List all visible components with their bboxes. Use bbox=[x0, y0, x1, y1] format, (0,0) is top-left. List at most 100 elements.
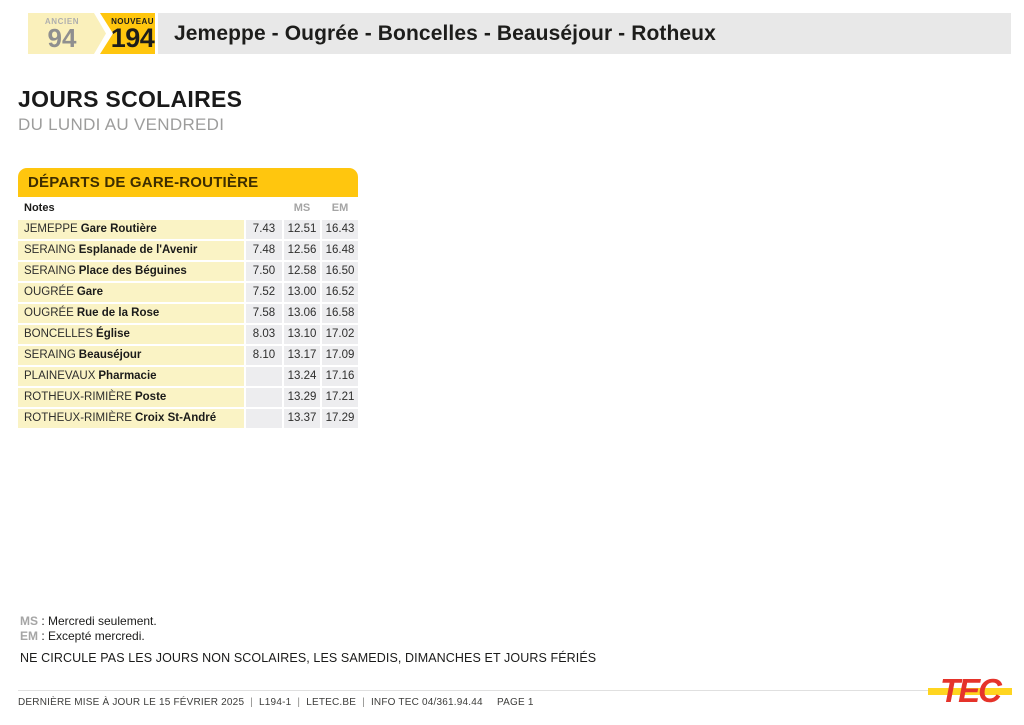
table-row: SERAING Esplanade de l'Avenir 7.48 12.56 … bbox=[18, 241, 358, 260]
footer-updated: DERNIÈRE MISE À JOUR LE 15 FÉVRIER 2025 bbox=[18, 697, 245, 708]
footer-separator: | bbox=[297, 697, 301, 708]
new-line-label: NOUVEAU bbox=[111, 17, 154, 26]
column-header-ms: MS bbox=[293, 202, 311, 214]
time-cell: 13.29 bbox=[284, 388, 320, 407]
time-cell: 7.58 bbox=[246, 304, 282, 323]
service-notice: NE CIRCULE PAS LES JOURS NON SCOLAIRES, … bbox=[20, 651, 597, 665]
time-cell: 13.10 bbox=[284, 325, 320, 344]
stop-cell: PLAINEVAUX Pharmacie bbox=[18, 367, 244, 386]
new-line-badge: NOUVEAU 194 bbox=[100, 13, 155, 54]
legend: MS : Mercredi seulement. EM : Excepté me… bbox=[20, 614, 157, 644]
footer-website: LETEC.BE bbox=[306, 697, 357, 708]
old-line-label: ANCIEN bbox=[44, 17, 80, 26]
legend-text-ms: : Mercredi seulement. bbox=[38, 614, 157, 628]
legend-code-em: EM bbox=[20, 629, 38, 643]
time-cell: 16.50 bbox=[322, 262, 358, 281]
stop-name: Rue de la Rose bbox=[76, 307, 160, 319]
time-cell: 13.24 bbox=[284, 367, 320, 386]
stop-cell: SERAING Place des Béguines bbox=[18, 262, 244, 281]
stop-name: Croix St-André bbox=[134, 412, 217, 424]
stop-name: Beauséjour bbox=[78, 349, 142, 361]
stop-name: Pharmacie bbox=[98, 370, 157, 382]
stop-city: OUGRÉE bbox=[24, 286, 74, 298]
stop-name: Poste bbox=[134, 391, 167, 403]
stop-cell: OUGRÉE Gare bbox=[18, 283, 244, 302]
time-cell: 17.16 bbox=[322, 367, 358, 386]
stop-cell: JEMEPPE Gare Routière bbox=[18, 220, 244, 239]
time-cell: 13.00 bbox=[284, 283, 320, 302]
legend-item-ms: MS : Mercredi seulement. bbox=[20, 614, 157, 629]
stop-name: Gare Routière bbox=[80, 223, 157, 235]
time-cell: 17.29 bbox=[322, 409, 358, 428]
stop-city: BONCELLES bbox=[24, 328, 94, 340]
table-title: DÉPARTS DE GARE-ROUTIÈRE bbox=[18, 168, 358, 197]
time-cell bbox=[246, 388, 282, 407]
tec-logo-text: TEC bbox=[940, 672, 1002, 709]
legend-text-em: : Excepté mercredi. bbox=[38, 629, 145, 643]
time-cell: 7.52 bbox=[246, 283, 282, 302]
table-header-row: Notes MS EM bbox=[18, 198, 358, 218]
section-subtitle: DU LUNDI AU VENDREDI bbox=[18, 115, 225, 134]
time-cell: 7.43 bbox=[246, 220, 282, 239]
footer-separator: | bbox=[362, 697, 365, 708]
time-cell: 12.56 bbox=[284, 241, 320, 260]
departure-table: DÉPARTS DE GARE-ROUTIÈRE Notes MS EM JEM… bbox=[18, 168, 358, 428]
stop-city: SERAING bbox=[24, 349, 76, 361]
stop-name: Place des Béguines bbox=[78, 265, 187, 277]
tec-logo: TEC bbox=[928, 670, 1012, 712]
time-cell: 13.17 bbox=[284, 346, 320, 365]
time-cell: 16.58 bbox=[322, 304, 358, 323]
footer-info: DERNIÈRE MISE À JOUR LE 15 FÉVRIER 2025 |… bbox=[18, 697, 483, 708]
legend-code-ms: MS bbox=[20, 614, 38, 628]
stop-name: Église bbox=[96, 328, 130, 340]
stop-city: PLAINEVAUX bbox=[24, 370, 96, 382]
stop-city: JEMEPPE bbox=[24, 223, 78, 235]
route-title: Jemeppe - Ougrée - Boncelles - Beauséjou… bbox=[174, 21, 716, 45]
table-row: ROTHEUX-RIMIÈRE Croix St-André 13.37 17.2… bbox=[18, 409, 358, 428]
table-row: JEMEPPE Gare Routière 7.43 12.51 16.43 bbox=[18, 220, 358, 239]
time-cell: 17.09 bbox=[322, 346, 358, 365]
stop-cell: SERAING Beauséjour bbox=[18, 346, 244, 365]
stop-cell: ROTHEUX-RIMIÈRE Croix St-André bbox=[18, 409, 244, 428]
time-cell: 7.50 bbox=[246, 262, 282, 281]
stop-cell: BONCELLES Église bbox=[18, 325, 244, 344]
table-row: SERAING Place des Béguines 7.50 12.58 16.… bbox=[18, 262, 358, 281]
time-cell: 12.51 bbox=[284, 220, 320, 239]
stop-name: Gare bbox=[76, 286, 104, 298]
table-row: OUGRÉE Rue de la Rose 7.58 13.06 16.58 bbox=[18, 304, 358, 323]
table-row: PLAINEVAUX Pharmacie 13.24 17.16 bbox=[18, 367, 358, 386]
time-cell: 17.02 bbox=[322, 325, 358, 344]
time-cell bbox=[246, 409, 282, 428]
old-line-badge: ANCIEN 94 bbox=[28, 13, 106, 54]
stop-cell: SERAING Esplanade de l'Avenir bbox=[18, 241, 244, 260]
time-cell bbox=[246, 367, 282, 386]
time-cell: 16.48 bbox=[322, 241, 358, 260]
time-cell: 12.58 bbox=[284, 262, 320, 281]
stop-city: ROTHEUX-RIMIÈRE bbox=[24, 412, 132, 424]
stop-cell: OUGRÉE Rue de la Rose bbox=[18, 304, 244, 323]
table-row: OUGRÉE Gare 7.52 13.00 16.52 bbox=[18, 283, 358, 302]
section-title: JOURS SCOLAIRES bbox=[18, 86, 243, 112]
time-cell: 13.06 bbox=[284, 304, 320, 323]
stop-city: OUGRÉE bbox=[24, 307, 74, 319]
table-row: SERAING Beauséjour 8.10 13.17 17.09 bbox=[18, 346, 358, 365]
notes-column-header: Notes bbox=[24, 202, 55, 214]
table-row: ROTHEUX-RIMIÈRE Poste 13.29 17.21 bbox=[18, 388, 358, 407]
old-line-number: 94 bbox=[47, 23, 77, 53]
stop-city: SERAING bbox=[24, 265, 76, 277]
time-cell: 16.43 bbox=[322, 220, 358, 239]
footer-line-ref: L194-1 bbox=[259, 697, 292, 708]
footer-info-phone: INFO TEC 04/361.94.44 bbox=[370, 697, 483, 708]
tec-logo-bar bbox=[928, 688, 1012, 695]
footer-divider bbox=[18, 690, 1006, 691]
table-row: BONCELLES Église 8.03 13.10 17.02 bbox=[18, 325, 358, 344]
stop-city: ROTHEUX-RIMIÈRE bbox=[24, 391, 132, 403]
footer-separator: | bbox=[250, 697, 254, 708]
time-cell: 7.48 bbox=[246, 241, 282, 260]
legend-item-em: EM : Excepté mercredi. bbox=[20, 629, 157, 644]
stop-cell: ROTHEUX-RIMIÈRE Poste bbox=[18, 388, 244, 407]
page-number: PAGE 1 bbox=[497, 697, 534, 708]
time-cell: 13.37 bbox=[284, 409, 320, 428]
time-cell: 17.21 bbox=[322, 388, 358, 407]
